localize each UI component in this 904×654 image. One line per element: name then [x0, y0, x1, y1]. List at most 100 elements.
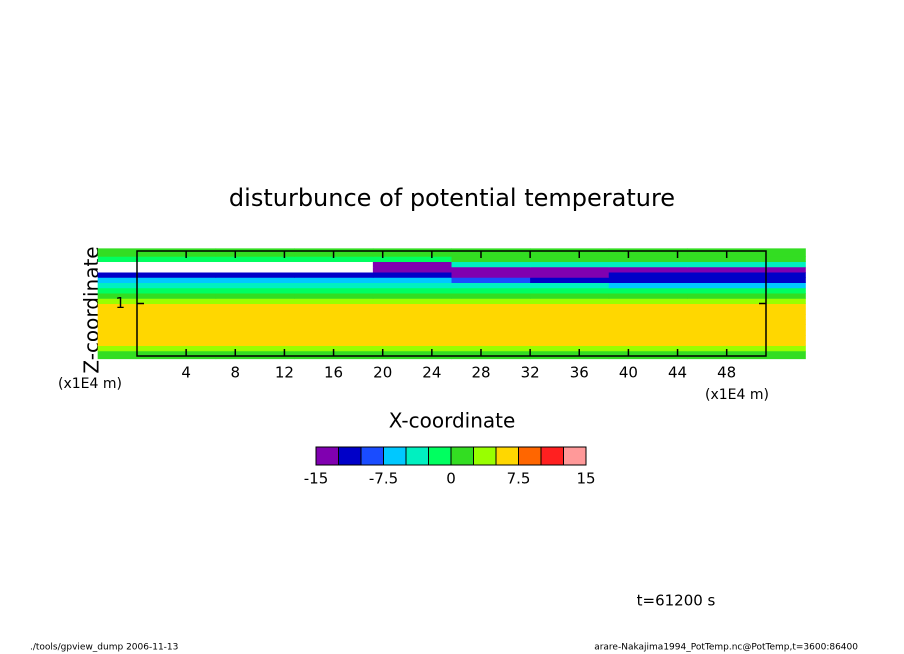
footer-left: ./tools/gpview_dump 2006-11-13 — [30, 643, 178, 653]
colorbar-swatch — [360, 446, 384, 466]
contour-cell — [530, 287, 610, 294]
contour-cell — [372, 261, 452, 268]
contour-cell — [294, 335, 374, 341]
contour-cell — [294, 287, 374, 294]
colorbar-label: 0 — [446, 470, 456, 488]
contour-cell — [608, 350, 688, 360]
contour-cell — [451, 324, 531, 331]
contour-cell — [687, 303, 806, 310]
contour-cell — [451, 248, 531, 257]
colorbar-swatch — [383, 446, 407, 466]
contour-cell — [97, 345, 217, 352]
contour-cell — [97, 319, 217, 325]
colorbar-swatch — [495, 446, 519, 466]
contour-cell — [608, 314, 688, 320]
contour-cell — [215, 261, 295, 268]
contour-cell — [294, 308, 374, 315]
contour-cell — [97, 256, 217, 262]
contour-cell — [294, 329, 374, 336]
colorbar-label: -7.5 — [369, 470, 398, 488]
contour-cell — [215, 287, 295, 294]
contour-cell — [530, 303, 610, 310]
colorbar-swatch — [315, 446, 339, 466]
contour-cell — [97, 314, 217, 320]
contour-cell — [372, 329, 452, 336]
contour-cell — [451, 277, 531, 283]
contour-cell — [372, 287, 452, 294]
contour-cell — [215, 340, 295, 346]
contour-cell — [372, 298, 452, 304]
x-tick-label: 36 — [570, 364, 589, 382]
contour-cell — [530, 248, 610, 257]
contour-cell — [530, 298, 610, 304]
contour-cell — [97, 248, 217, 257]
contour-cell — [215, 277, 295, 283]
contour-cell — [451, 261, 531, 268]
contour-cell — [294, 272, 374, 278]
contour-cell — [372, 293, 452, 299]
contour-cell — [687, 277, 806, 283]
contour-cell — [372, 272, 452, 278]
contour-cell — [608, 248, 688, 257]
x-tick-label: 8 — [231, 364, 241, 382]
contour-cell — [97, 266, 217, 273]
contour-cell — [530, 266, 610, 273]
contour-cell — [451, 350, 531, 360]
contour-cell — [215, 298, 295, 304]
contour-cell — [372, 340, 452, 346]
contour-cell — [215, 293, 295, 299]
x-tick-label: 44 — [668, 364, 687, 382]
contour-cell — [530, 261, 610, 268]
contour-cell — [372, 266, 452, 273]
contour-cell — [608, 329, 688, 336]
x-tick-label: 12 — [275, 364, 294, 382]
x-tick-label: 16 — [324, 364, 343, 382]
x-tick-label: 28 — [471, 364, 490, 382]
contour-cell — [530, 272, 610, 278]
contour-cell — [215, 350, 295, 360]
contour-cell — [294, 345, 374, 352]
contour-cell — [215, 319, 295, 325]
contour-cell — [530, 335, 610, 341]
contour-cell — [608, 256, 688, 262]
annotation: t=61200 s — [637, 592, 716, 610]
contour-cell — [97, 324, 217, 331]
y-unit: (x1E4 m) — [58, 376, 122, 392]
contour-cell — [687, 329, 806, 336]
contour-cell — [451, 256, 531, 262]
contour-cell — [294, 303, 374, 310]
contour-cell — [687, 350, 806, 360]
contour-cell — [451, 319, 531, 325]
contour-cell — [687, 298, 806, 304]
contour-cell — [530, 314, 610, 320]
contour-cell — [372, 282, 452, 289]
contour-cell — [608, 282, 688, 289]
contour-cell — [530, 329, 610, 336]
contour-cell — [97, 340, 217, 346]
x-tick-label: 40 — [619, 364, 638, 382]
contour-cell — [294, 314, 374, 320]
contour-cell — [451, 314, 531, 320]
contour-cell — [451, 308, 531, 315]
x-tick-label: 48 — [717, 364, 736, 382]
colorbar-label: -15 — [304, 470, 329, 488]
y-tick-label: 1 — [115, 294, 125, 312]
contour-cell — [294, 282, 374, 289]
contour-cell — [372, 308, 452, 315]
contour-cell — [215, 335, 295, 341]
contour-cell — [608, 287, 688, 294]
contour-cell — [530, 308, 610, 315]
colorbar-swatch — [563, 446, 587, 466]
contour-cell — [530, 324, 610, 331]
colorbar-label: 15 — [576, 470, 595, 488]
contour-cell — [215, 248, 295, 257]
contour-cell — [530, 350, 610, 360]
colorbar-swatch — [428, 446, 452, 466]
contour-cell — [294, 266, 374, 273]
contour-cell — [215, 256, 295, 262]
contour-cell — [372, 335, 452, 341]
contour-cell — [294, 256, 374, 262]
contour-cell — [530, 293, 610, 299]
contour-cell — [687, 319, 806, 325]
